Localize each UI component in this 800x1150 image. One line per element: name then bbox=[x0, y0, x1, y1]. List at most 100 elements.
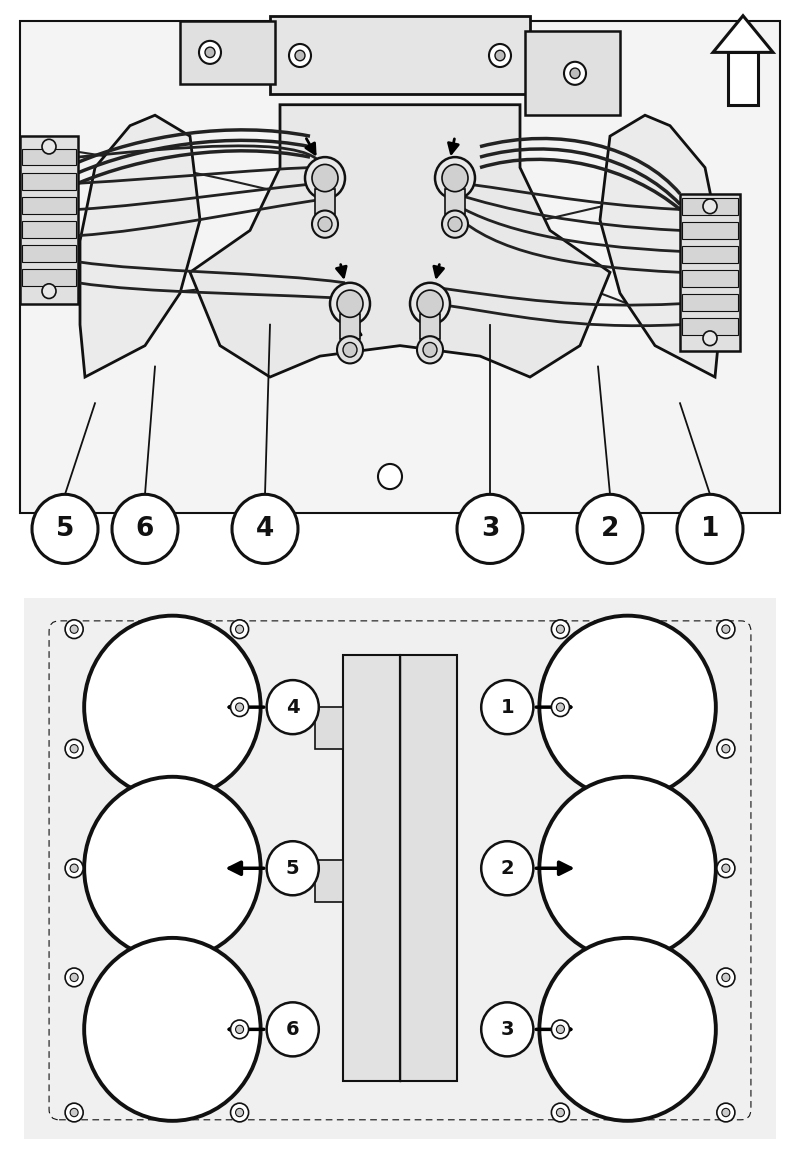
Circle shape bbox=[551, 698, 570, 716]
Circle shape bbox=[272, 861, 300, 890]
Circle shape bbox=[286, 1007, 314, 1036]
Polygon shape bbox=[525, 31, 620, 115]
Circle shape bbox=[486, 861, 514, 890]
Circle shape bbox=[266, 842, 318, 895]
Circle shape bbox=[343, 343, 357, 358]
Circle shape bbox=[235, 1025, 243, 1034]
Circle shape bbox=[722, 864, 730, 873]
Circle shape bbox=[494, 682, 522, 712]
Circle shape bbox=[286, 685, 314, 714]
Circle shape bbox=[570, 68, 580, 78]
Polygon shape bbox=[682, 246, 738, 263]
Circle shape bbox=[230, 1020, 249, 1038]
Circle shape bbox=[717, 620, 735, 638]
Circle shape bbox=[483, 1014, 511, 1044]
Circle shape bbox=[423, 343, 437, 358]
Circle shape bbox=[539, 776, 716, 960]
Circle shape bbox=[551, 1020, 570, 1038]
Circle shape bbox=[717, 739, 735, 758]
Circle shape bbox=[42, 284, 56, 299]
Circle shape bbox=[500, 685, 528, 714]
Circle shape bbox=[494, 703, 522, 733]
Circle shape bbox=[286, 861, 314, 890]
Circle shape bbox=[84, 615, 261, 798]
Circle shape bbox=[489, 44, 511, 67]
Circle shape bbox=[503, 692, 531, 722]
Circle shape bbox=[269, 853, 297, 883]
Circle shape bbox=[289, 1014, 317, 1044]
Circle shape bbox=[486, 700, 514, 729]
Circle shape bbox=[557, 626, 565, 634]
Polygon shape bbox=[682, 198, 738, 215]
Circle shape bbox=[272, 700, 300, 729]
Polygon shape bbox=[343, 656, 400, 1081]
Circle shape bbox=[278, 1004, 306, 1034]
Circle shape bbox=[717, 859, 735, 877]
Circle shape bbox=[500, 1022, 528, 1051]
Circle shape bbox=[269, 692, 297, 722]
Circle shape bbox=[70, 626, 78, 634]
Text: 6: 6 bbox=[286, 1020, 299, 1038]
Circle shape bbox=[703, 331, 717, 346]
Circle shape bbox=[494, 1004, 522, 1034]
Text: 5: 5 bbox=[286, 859, 299, 877]
Circle shape bbox=[272, 846, 300, 875]
Polygon shape bbox=[190, 105, 610, 377]
Circle shape bbox=[235, 703, 243, 712]
Circle shape bbox=[278, 682, 306, 712]
Circle shape bbox=[289, 44, 311, 67]
Circle shape bbox=[235, 1109, 243, 1117]
Circle shape bbox=[551, 620, 570, 638]
Circle shape bbox=[435, 158, 475, 199]
Polygon shape bbox=[682, 270, 738, 288]
Circle shape bbox=[312, 210, 338, 238]
Circle shape bbox=[417, 336, 443, 363]
Circle shape bbox=[486, 1022, 514, 1051]
Circle shape bbox=[266, 1003, 318, 1057]
Circle shape bbox=[717, 968, 735, 987]
Circle shape bbox=[482, 1003, 534, 1057]
Circle shape bbox=[278, 1025, 306, 1055]
Circle shape bbox=[65, 968, 83, 987]
Circle shape bbox=[500, 846, 528, 875]
Polygon shape bbox=[400, 656, 457, 1081]
Text: 4: 4 bbox=[286, 698, 299, 716]
Circle shape bbox=[703, 199, 717, 214]
Circle shape bbox=[230, 620, 249, 638]
Circle shape bbox=[500, 1007, 528, 1036]
Polygon shape bbox=[682, 294, 738, 311]
Circle shape bbox=[457, 494, 523, 564]
Circle shape bbox=[557, 1025, 565, 1034]
Polygon shape bbox=[445, 189, 465, 214]
Circle shape bbox=[70, 744, 78, 753]
Circle shape bbox=[539, 615, 716, 798]
Circle shape bbox=[70, 973, 78, 982]
Circle shape bbox=[42, 139, 56, 154]
Circle shape bbox=[722, 973, 730, 982]
Circle shape bbox=[494, 1025, 522, 1055]
Circle shape bbox=[486, 846, 514, 875]
Circle shape bbox=[503, 853, 531, 883]
Circle shape bbox=[65, 1103, 83, 1122]
Circle shape bbox=[84, 938, 261, 1121]
Circle shape bbox=[305, 158, 345, 199]
Polygon shape bbox=[22, 197, 76, 214]
Polygon shape bbox=[22, 148, 76, 166]
Circle shape bbox=[272, 1007, 300, 1036]
Circle shape bbox=[417, 290, 443, 317]
Circle shape bbox=[722, 626, 730, 634]
Circle shape bbox=[717, 1103, 735, 1122]
Circle shape bbox=[722, 744, 730, 753]
Polygon shape bbox=[20, 136, 78, 304]
Circle shape bbox=[482, 842, 534, 895]
Circle shape bbox=[722, 1109, 730, 1117]
Circle shape bbox=[65, 859, 83, 877]
Circle shape bbox=[269, 1014, 297, 1044]
Circle shape bbox=[494, 864, 522, 894]
Circle shape bbox=[286, 1022, 314, 1051]
Circle shape bbox=[503, 1014, 531, 1044]
FancyBboxPatch shape bbox=[14, 588, 786, 1149]
Circle shape bbox=[410, 283, 450, 324]
Text: 3: 3 bbox=[481, 516, 499, 542]
Circle shape bbox=[483, 692, 511, 722]
